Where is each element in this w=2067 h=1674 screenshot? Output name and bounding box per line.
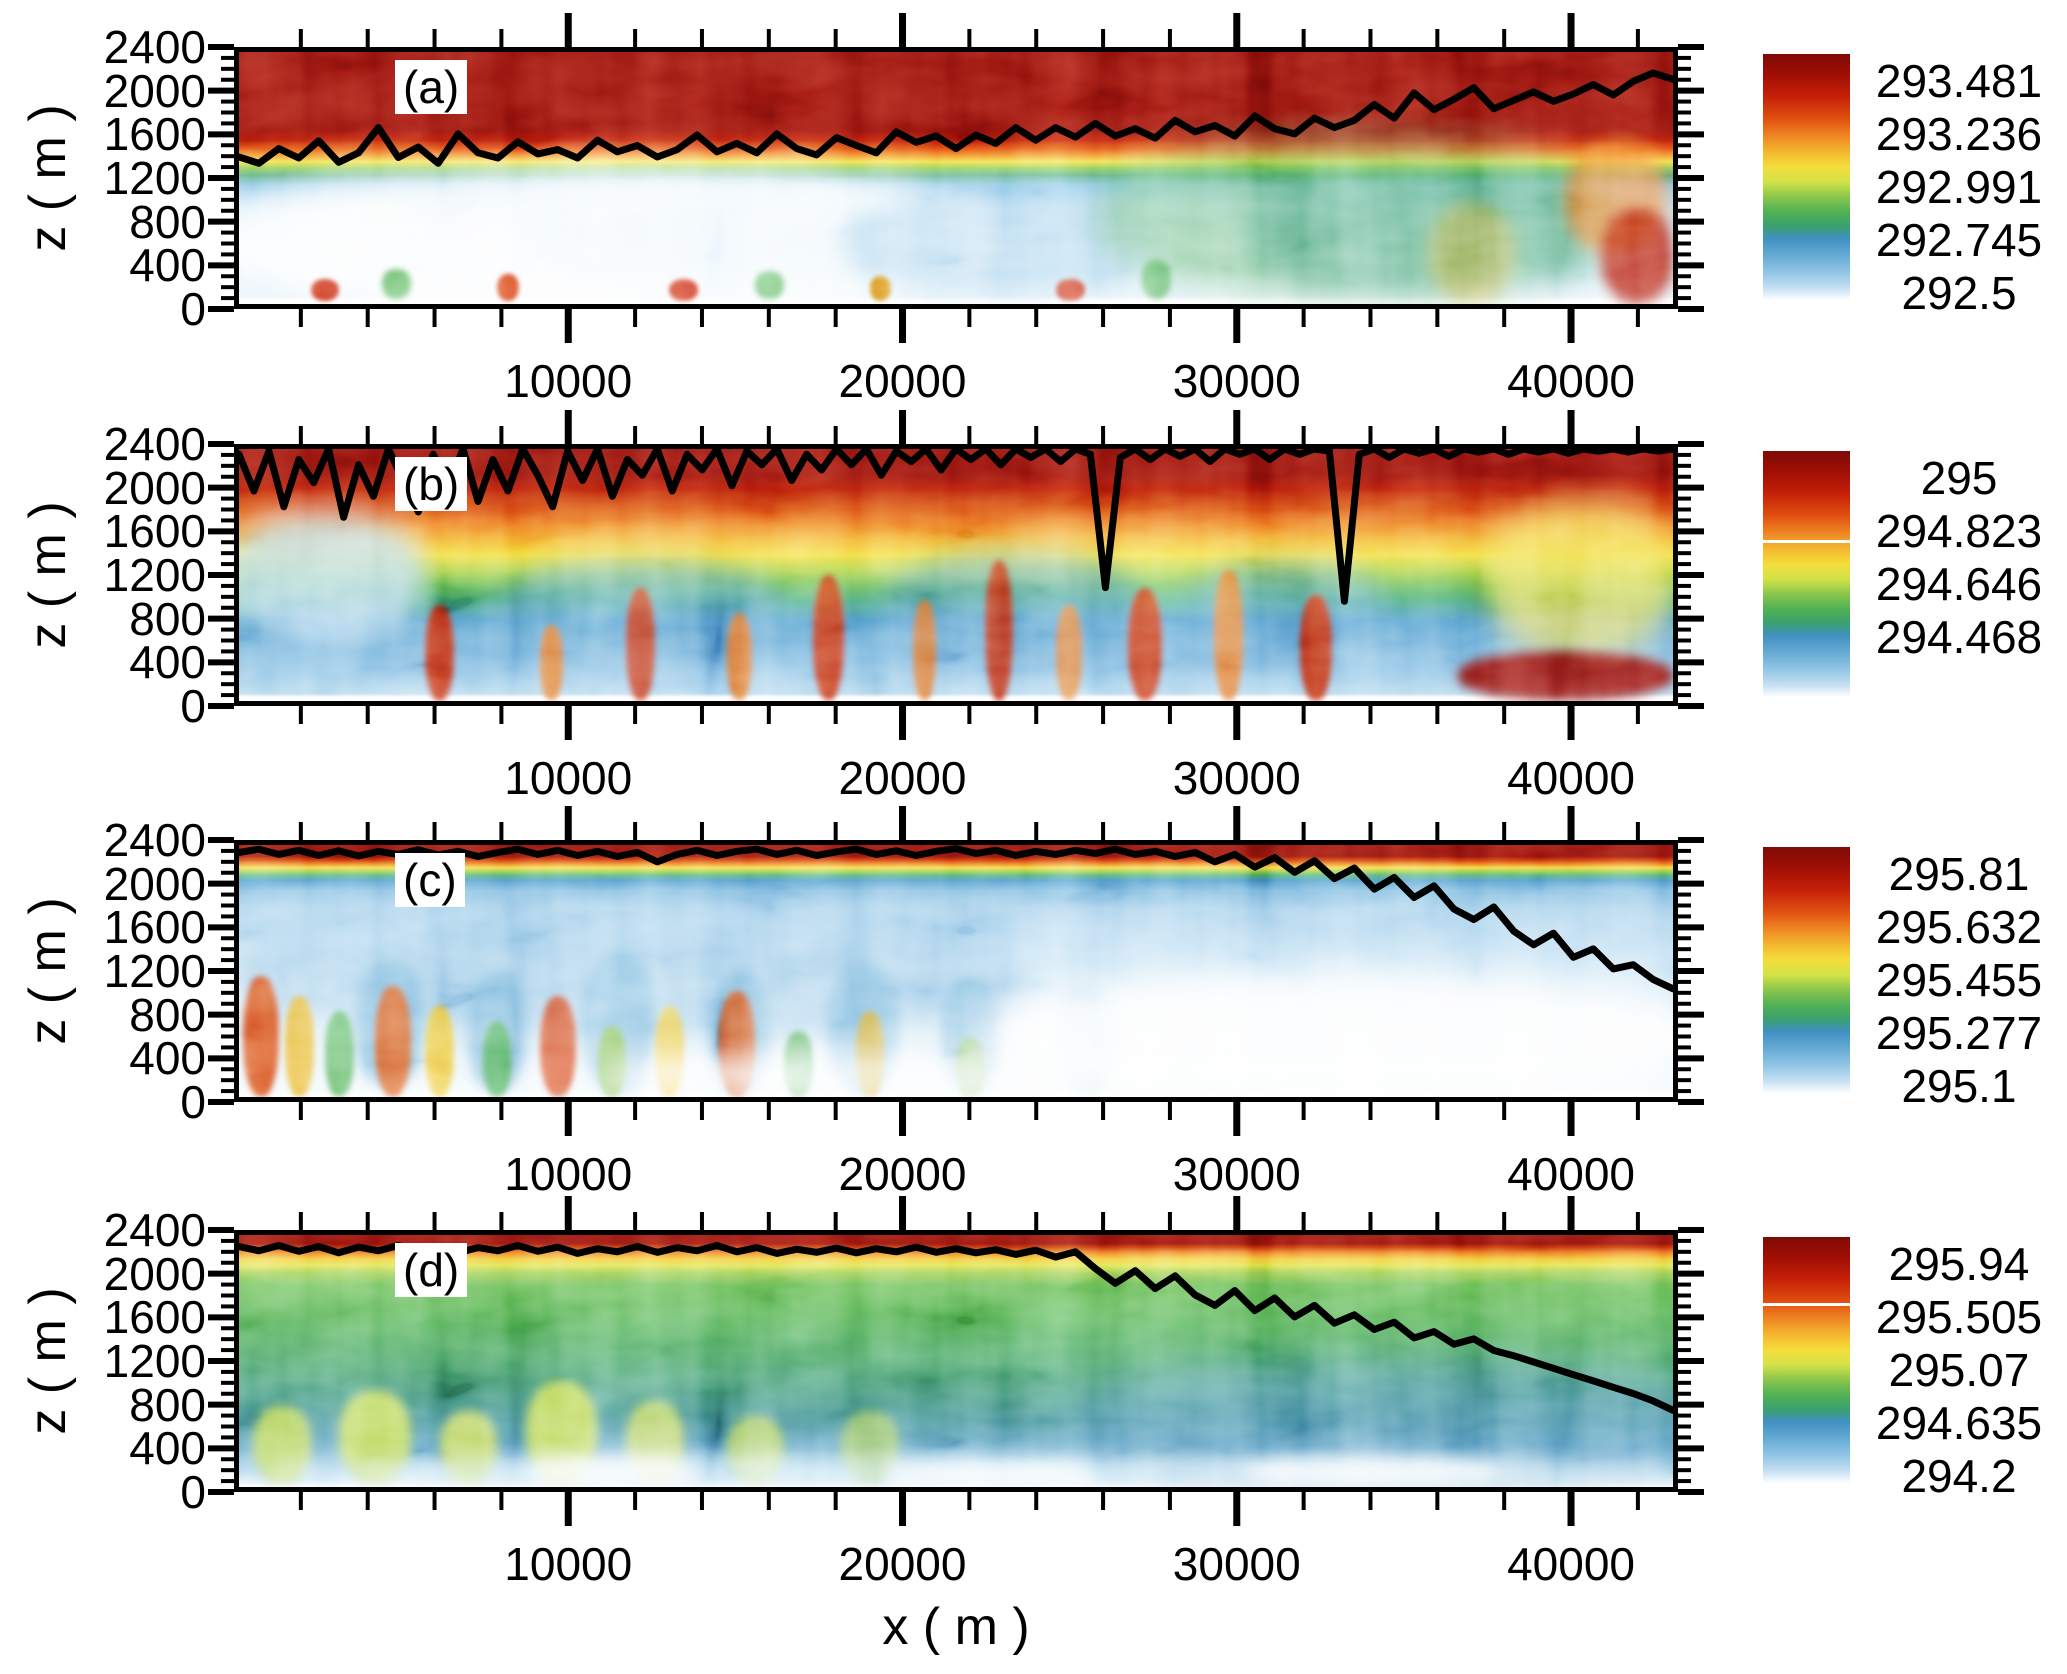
panel-tag-c: (c) bbox=[395, 853, 465, 907]
colorbar-tick-label: 294.2 bbox=[1901, 1450, 2017, 1502]
x-tick-label: 20000 bbox=[838, 1148, 967, 1200]
y-tick-label: 2400 bbox=[103, 1204, 206, 1256]
colorbar-tick-label: 294.646 bbox=[1875, 558, 2043, 610]
colorbar-tick-label: 292.745 bbox=[1875, 214, 2043, 266]
y-tick-label: 1200 bbox=[103, 152, 206, 204]
panel-tag-d: (d) bbox=[395, 1243, 468, 1297]
colorbar-tick-label: 293.236 bbox=[1875, 108, 2043, 160]
turbulence-texture bbox=[239, 52, 1673, 304]
boundary-line-a bbox=[239, 69, 1673, 167]
colorbar-tick-label: 295.505 bbox=[1875, 1291, 2043, 1343]
colorbar-tick-label: 295.81 bbox=[1888, 848, 2030, 900]
y-tick-label: 1200 bbox=[103, 549, 206, 601]
y-tick-label: 800 bbox=[129, 195, 206, 248]
x-tick-label: 40000 bbox=[1507, 1538, 1635, 1590]
y-tick-label: 400 bbox=[129, 239, 206, 292]
y-tick-label: 2400 bbox=[103, 21, 206, 73]
colorbar-tick-label: 295.07 bbox=[1888, 1344, 2030, 1396]
x-tick-label: 30000 bbox=[1172, 1538, 1301, 1590]
y-tick-label: 0 bbox=[180, 1466, 206, 1518]
colorbar-divider bbox=[1763, 1303, 1850, 1307]
x-tick-label: 20000 bbox=[838, 355, 967, 407]
boundary-line-d bbox=[239, 1242, 1673, 1414]
y-tick-label: 800 bbox=[129, 988, 206, 1041]
x-tick-label: 10000 bbox=[504, 1538, 633, 1590]
x-tick-label: 30000 bbox=[1172, 1148, 1301, 1200]
y-axis-title: z ( m ) bbox=[19, 501, 77, 649]
panel-b: (b) bbox=[234, 444, 1678, 706]
colorbar-tick-label: 295.277 bbox=[1875, 1007, 2043, 1059]
y-tick-label: 0 bbox=[180, 1076, 206, 1128]
x-tick-label: 20000 bbox=[838, 1538, 967, 1590]
y-tick-label: 1600 bbox=[103, 108, 206, 161]
y-axis-title: z ( m ) bbox=[19, 1287, 77, 1435]
y-tick-label: 400 bbox=[129, 1422, 206, 1475]
y-axis-title: z ( m ) bbox=[19, 897, 77, 1045]
x-tick-label: 10000 bbox=[504, 1148, 633, 1200]
colorbar-tick-label: 293.481 bbox=[1875, 55, 2043, 107]
x-tick-label: 40000 bbox=[1507, 752, 1635, 804]
x-tick-label: 30000 bbox=[1172, 355, 1301, 407]
y-tick-label: 400 bbox=[129, 636, 206, 689]
y-tick-label: 1200 bbox=[103, 945, 206, 997]
colorbar-c bbox=[1763, 847, 1850, 1093]
colorbar-tick-label: 294.635 bbox=[1875, 1397, 2043, 1449]
panel-d: (d) bbox=[234, 1230, 1678, 1492]
x-tick-label: 40000 bbox=[1507, 355, 1635, 407]
y-axis-title: z ( m ) bbox=[19, 104, 77, 252]
y-tick-label: 2000 bbox=[103, 64, 206, 117]
colorbar-tick-label: 295.632 bbox=[1875, 901, 2043, 953]
y-tick-label: 2000 bbox=[103, 857, 206, 910]
x-tick-label: 40000 bbox=[1507, 1148, 1635, 1200]
panel-tag-b: (b) bbox=[395, 457, 468, 511]
y-tick-label: 0 bbox=[180, 283, 206, 335]
panel-c: (c) bbox=[234, 840, 1678, 1102]
colorbar-tick-label: 295.455 bbox=[1875, 954, 2043, 1006]
x-tick-label: 20000 bbox=[838, 752, 967, 804]
panel-tag-a: (a) bbox=[395, 60, 468, 114]
y-tick-label: 400 bbox=[129, 1032, 206, 1085]
colorbar-d bbox=[1763, 1237, 1850, 1483]
y-tick-label: 1600 bbox=[103, 505, 206, 558]
colorbar-tick-label: 292.5 bbox=[1901, 267, 2017, 319]
y-tick-label: 1600 bbox=[103, 1291, 206, 1344]
colorbar-divider bbox=[1763, 539, 1850, 543]
y-tick-label: 800 bbox=[129, 592, 206, 645]
y-tick-label: 800 bbox=[129, 1378, 206, 1431]
colorbar-tick-label: 295.94 bbox=[1888, 1238, 2030, 1290]
y-tick-label: 2000 bbox=[103, 461, 206, 514]
colorbar-b bbox=[1763, 451, 1850, 697]
x-tick-label: 10000 bbox=[504, 355, 633, 407]
y-tick-label: 0 bbox=[180, 680, 206, 732]
boundary-line-b bbox=[239, 449, 1673, 605]
y-tick-label: 1600 bbox=[103, 901, 206, 954]
colorbar-tick-label: 292.991 bbox=[1875, 161, 2043, 213]
y-tick-label: 2400 bbox=[103, 814, 206, 866]
colorbar-a bbox=[1763, 54, 1850, 300]
y-tick-label: 2400 bbox=[103, 418, 206, 470]
x-tick-label: 10000 bbox=[504, 752, 633, 804]
y-tick-label: 1200 bbox=[103, 1335, 206, 1387]
x-tick-label: 30000 bbox=[1172, 752, 1301, 804]
colorbar-tick-label: 294.823 bbox=[1875, 505, 2043, 557]
colorbar-tick-label: 295.1 bbox=[1901, 1060, 2017, 1112]
colorbar-tick-label: 295 bbox=[1920, 452, 1998, 504]
turbulence-texture bbox=[239, 1235, 1673, 1487]
boundary-line-c bbox=[239, 845, 1673, 993]
x-axis-title: x ( m ) bbox=[882, 1598, 1030, 1656]
panel-a: (a) bbox=[234, 47, 1678, 309]
colorbar-tick-label: 294.468 bbox=[1875, 611, 2043, 663]
y-tick-label: 2000 bbox=[103, 1247, 206, 1300]
